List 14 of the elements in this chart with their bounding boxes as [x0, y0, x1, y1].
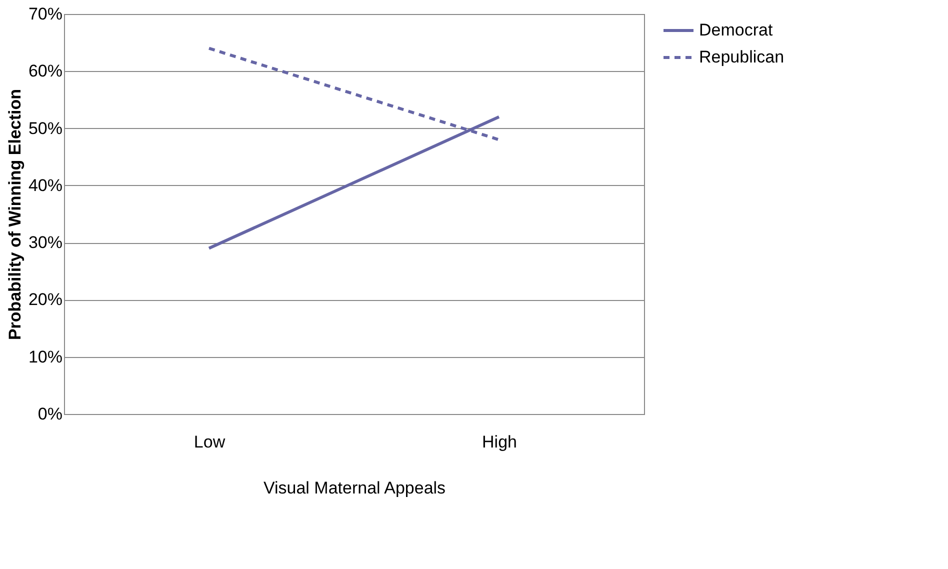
y-axis-title: Probability of Winning Election	[5, 88, 24, 340]
y-tick-label: 10%	[28, 347, 62, 366]
y-tick-label: 30%	[28, 233, 62, 252]
legend-label: Democrat	[699, 20, 773, 40]
y-tick-label: 70%	[28, 4, 62, 24]
legend-label: Republican	[699, 48, 784, 66]
y-tick-label: 0%	[38, 404, 62, 424]
y-tick-label: 20%	[28, 290, 62, 310]
y-tick-label: 50%	[28, 118, 62, 138]
y-tick-label: 40%	[28, 176, 62, 195]
x-axis-title: Visual Maternal Appeals	[263, 478, 446, 498]
x-tick-label: High	[482, 432, 517, 452]
y-tick-label: 60%	[28, 62, 62, 81]
x-tick-label: Low	[194, 432, 226, 452]
